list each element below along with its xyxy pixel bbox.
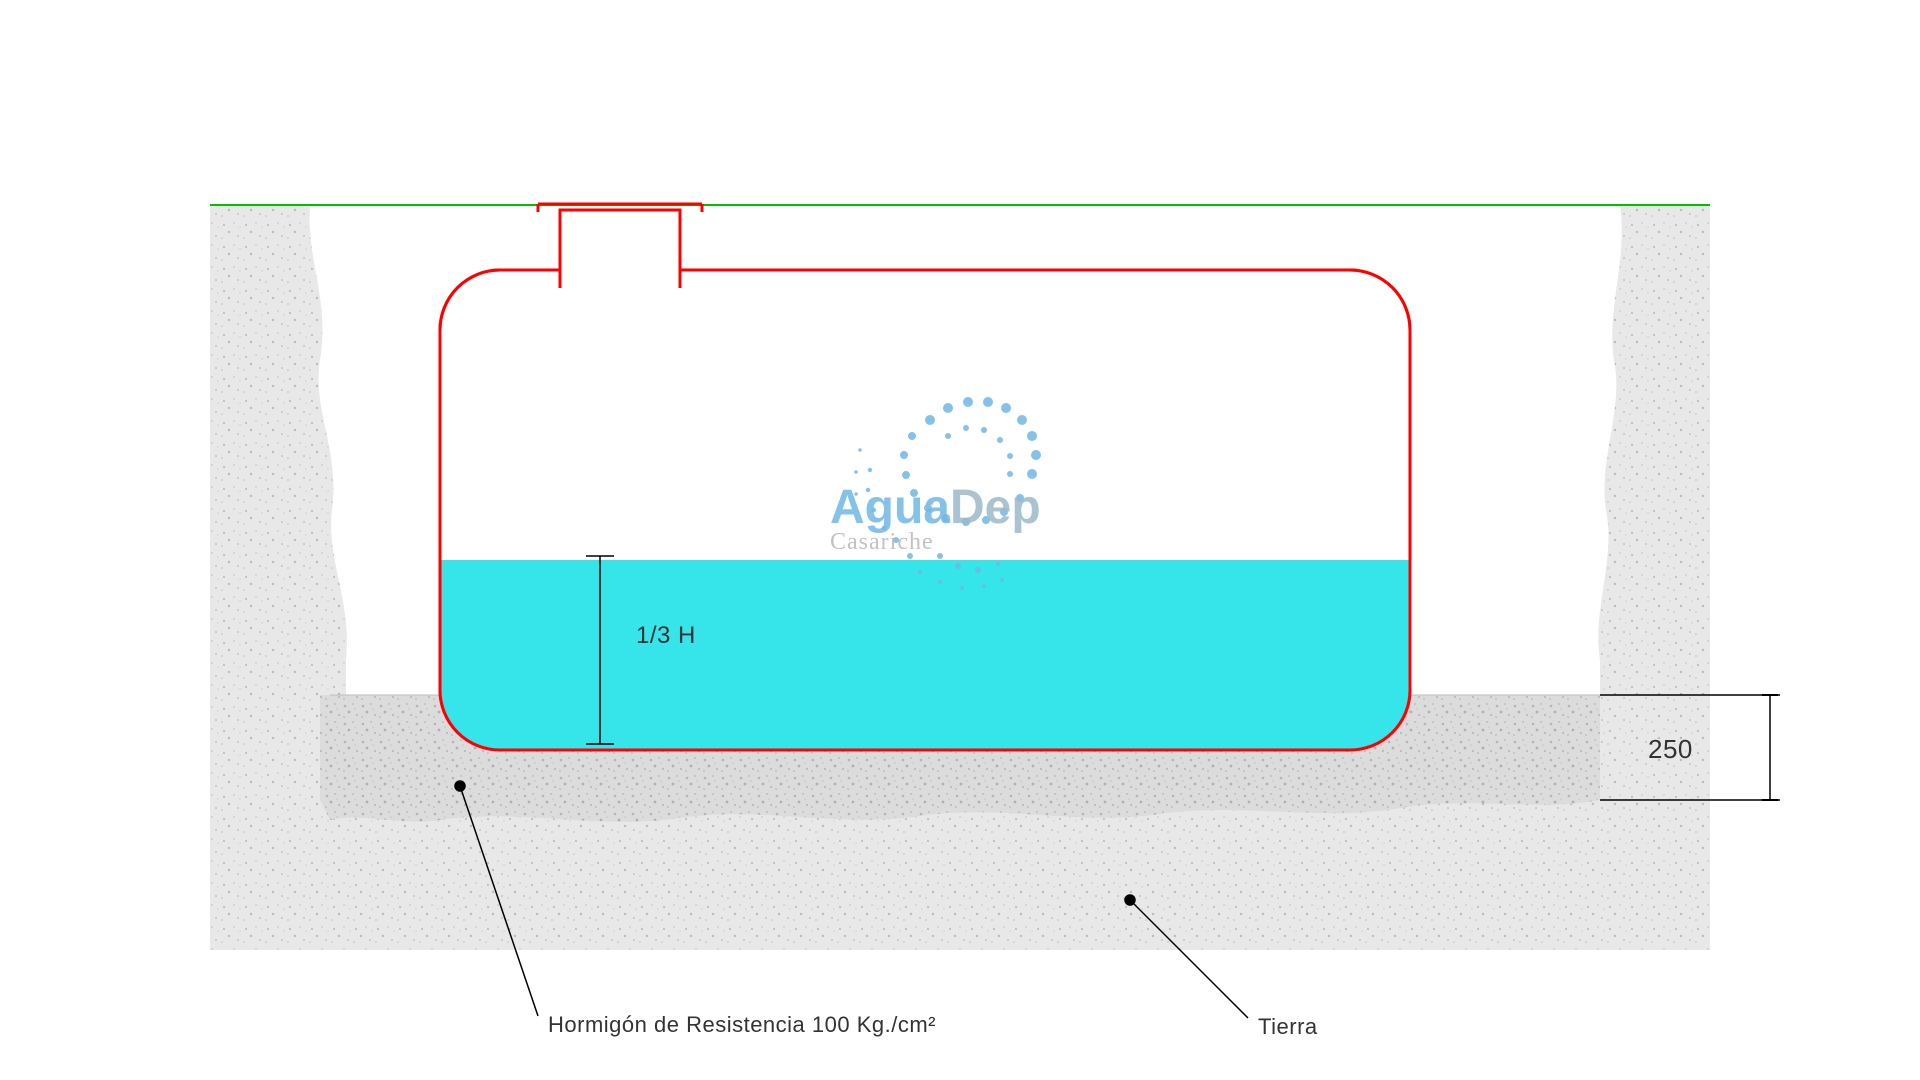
bed-thickness-value: 250 [1648,734,1693,765]
logo-text-a: Agua [830,481,950,534]
water-height-label: 1/3 H [636,622,696,650]
water-fill [440,560,1410,760]
earth-callout-label: Tierra [1258,1014,1318,1040]
concrete-callout-label: Hormigón de Resistencia 100 Kg./cm² [548,1012,936,1038]
logo: AguaDep Casariche [830,480,1041,556]
logo-text-b: Dep [950,481,1041,534]
manway [538,204,702,288]
diagram-canvas: 1/3 H 250 Hormigón de Resistencia 100 Kg… [0,0,1920,1080]
